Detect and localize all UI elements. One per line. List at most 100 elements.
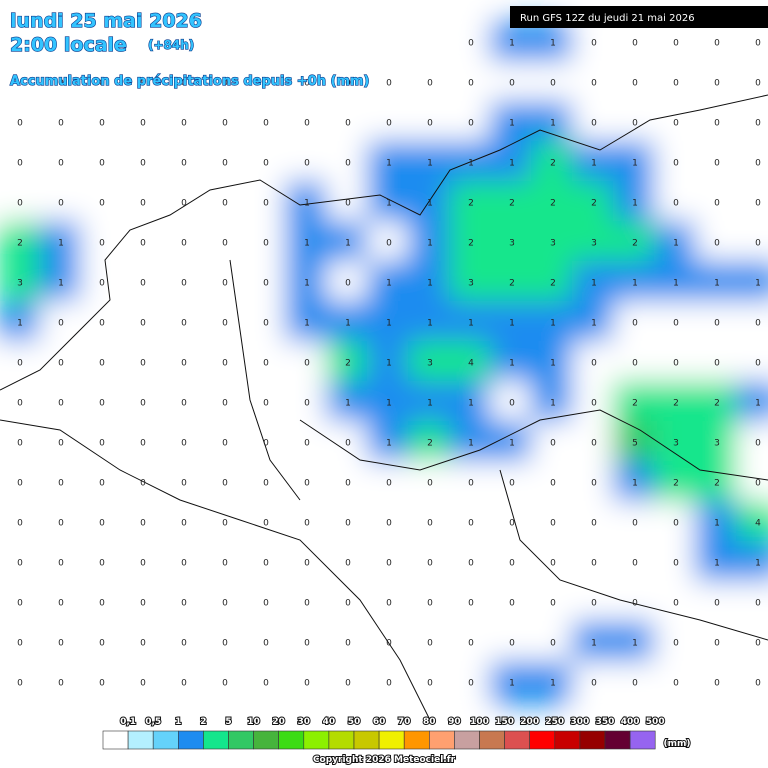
precip-cell xyxy=(121,101,165,145)
legend-label: 30 xyxy=(298,717,311,727)
grid-value: 0 xyxy=(591,679,597,689)
precip-cell xyxy=(408,381,452,425)
grid-value: 0 xyxy=(17,679,23,689)
precip-cell xyxy=(408,261,452,305)
precip-cell xyxy=(490,421,534,465)
precip-cell xyxy=(367,261,411,305)
legend-unit: (mm) xyxy=(664,739,691,749)
precip-cell xyxy=(531,581,575,625)
precip-cell xyxy=(244,461,288,505)
grid-value: 1 xyxy=(755,559,761,569)
precip-cell xyxy=(654,21,698,65)
grid-value: 0 xyxy=(386,119,392,129)
grid-value: 0 xyxy=(345,519,351,529)
precip-cell xyxy=(121,181,165,225)
grid-value: 0 xyxy=(17,639,23,649)
grid-value: 0 xyxy=(140,79,146,89)
grid-value: 0 xyxy=(140,199,146,209)
grid-value: 0 xyxy=(58,119,64,129)
precip-cell xyxy=(326,661,370,705)
precip-cell xyxy=(203,421,247,465)
precip-cell xyxy=(203,61,247,105)
grid-value: 0 xyxy=(181,519,187,529)
precip-cell xyxy=(408,421,452,465)
grid-value: 0 xyxy=(263,359,269,369)
precip-cell xyxy=(695,101,739,145)
precip-cell xyxy=(0,261,42,305)
grid-value: 0 xyxy=(591,359,597,369)
grid-value: 1 xyxy=(632,479,638,489)
grid-value: 0 xyxy=(550,519,556,529)
precip-cell xyxy=(285,581,329,625)
precip-cell xyxy=(0,501,42,545)
subtitle: Accumulation de précipitations depuis +0… xyxy=(10,74,369,89)
precip-cell xyxy=(449,461,493,505)
grid-value: 0 xyxy=(263,239,269,249)
grid-value: 0 xyxy=(222,239,228,249)
grid-value: 0 xyxy=(17,199,23,209)
grid-value: 1 xyxy=(386,319,392,329)
precip-cell xyxy=(736,261,768,305)
precip-cell xyxy=(408,581,452,625)
legend-label: 250 xyxy=(545,717,564,727)
precip-cell xyxy=(572,61,616,105)
legend-label: 400 xyxy=(621,717,640,727)
precip-cell xyxy=(285,461,329,505)
grid-value: 0 xyxy=(99,679,105,689)
precip-cell xyxy=(449,381,493,425)
precip-cell xyxy=(572,21,616,65)
precip-cell xyxy=(736,301,768,345)
precip-cell xyxy=(203,301,247,345)
precip-cell xyxy=(490,621,534,665)
precip-cell xyxy=(326,221,370,265)
precip-cell xyxy=(39,621,83,665)
precip-cell xyxy=(695,21,739,65)
grid-value: 0 xyxy=(714,639,720,649)
precip-cell xyxy=(531,541,575,585)
grid-value: 0 xyxy=(222,479,228,489)
grid-value: 0 xyxy=(222,199,228,209)
grid-value: 2 xyxy=(591,199,597,209)
grid-value: 0 xyxy=(140,119,146,129)
precip-cell xyxy=(121,381,165,425)
precip-cell xyxy=(244,61,288,105)
grid-value: 0 xyxy=(140,359,146,369)
grid-value: 0 xyxy=(509,599,515,609)
precip-cell xyxy=(490,221,534,265)
grid-value: 0 xyxy=(386,679,392,689)
precip-cell xyxy=(736,141,768,185)
grid-value: 0 xyxy=(714,159,720,169)
grid-value: 0 xyxy=(427,479,433,489)
grid-value: 0 xyxy=(99,199,105,209)
grid-value: 0 xyxy=(673,679,679,689)
grid-value: 0 xyxy=(550,439,556,449)
grid-value: 0 xyxy=(99,399,105,409)
precip-cell xyxy=(449,181,493,225)
grid-value: 0 xyxy=(345,479,351,489)
grid-value: 1 xyxy=(58,279,64,289)
grid-value: 0 xyxy=(427,679,433,689)
grid-value: 2 xyxy=(509,199,515,209)
grid-value: 0 xyxy=(345,119,351,129)
precip-cell xyxy=(285,661,329,705)
grid-value: 0 xyxy=(263,119,269,129)
precip-cell xyxy=(39,421,83,465)
precip-cell xyxy=(162,541,206,585)
precip-cell xyxy=(0,421,42,465)
precip-cell xyxy=(39,221,83,265)
precip-cell xyxy=(203,461,247,505)
legend-swatch xyxy=(152,730,179,750)
grid-value: 0 xyxy=(386,639,392,649)
precip-cell xyxy=(531,341,575,385)
precip-cell xyxy=(121,541,165,585)
precip-cell xyxy=(736,541,768,585)
grid-value: 0 xyxy=(755,199,761,209)
grid-value: 1 xyxy=(427,199,433,209)
grid-value: 0 xyxy=(591,439,597,449)
precip-cell xyxy=(285,261,329,305)
grid-value: 0 xyxy=(427,79,433,89)
precip-cell xyxy=(367,341,411,385)
grid-value: 0 xyxy=(386,79,392,89)
grid-value: 0 xyxy=(17,119,23,129)
precip-cell xyxy=(490,581,534,625)
